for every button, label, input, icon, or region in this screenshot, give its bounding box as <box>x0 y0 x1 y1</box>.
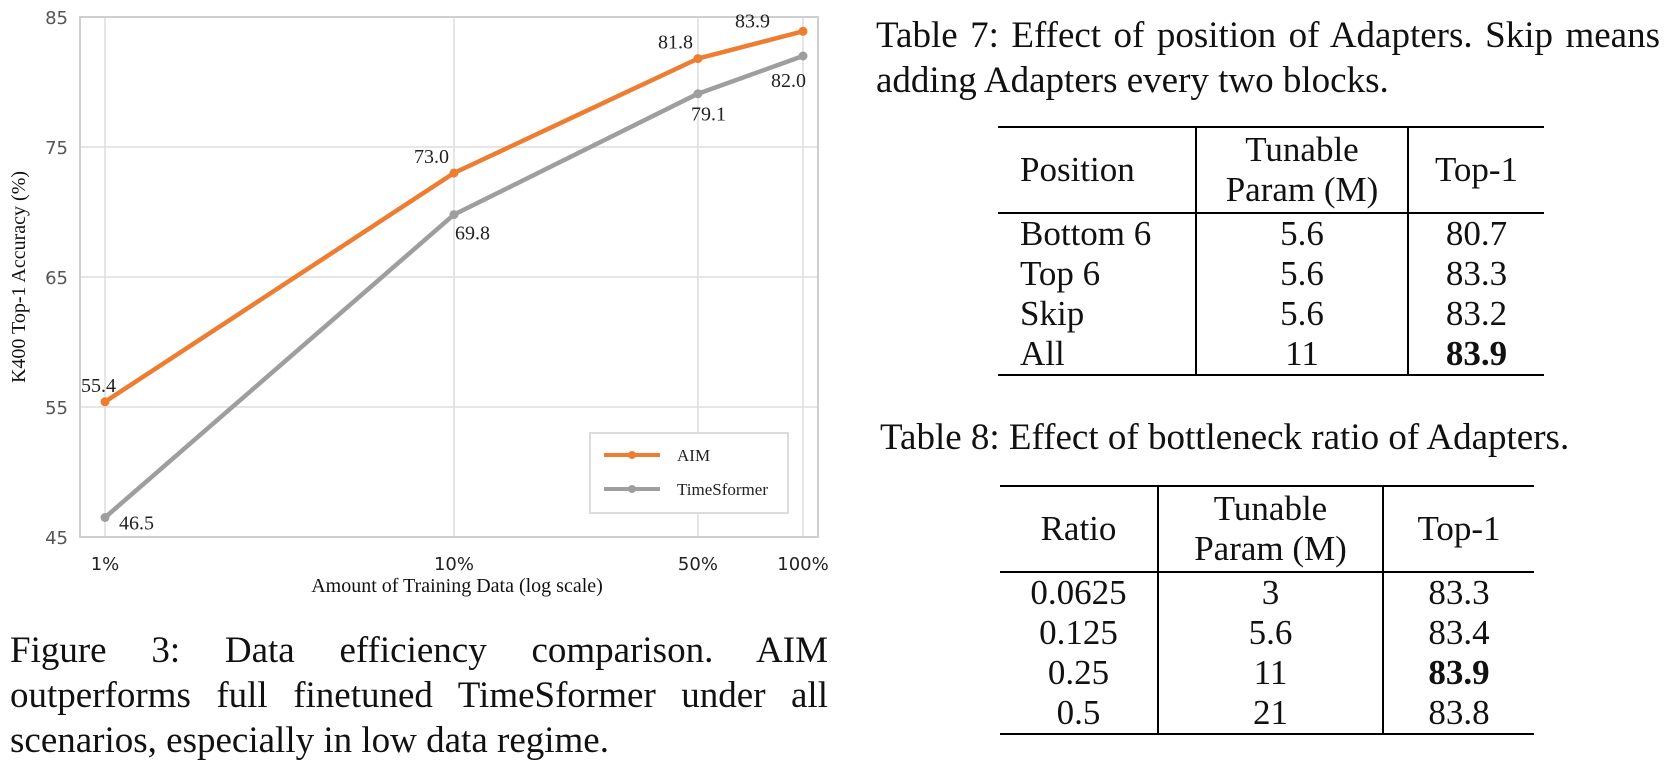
data-label-aim: 73.0 <box>414 146 449 168</box>
table7-header-param-line1: Tunable <box>1245 130 1359 169</box>
table8: Ratio Tunable Param (M) Top-1 0.0625 3 8… <box>1000 485 1534 735</box>
table8-header-ratio: Ratio <box>1000 486 1158 573</box>
table8-header-param-line2: Param (M) <box>1194 529 1347 568</box>
table-row: Bottom 6 5.6 80.7 <box>998 213 1544 254</box>
table7-param: 11 <box>1195 334 1408 376</box>
y-tick-label: 55 <box>45 398 68 419</box>
table7-position: Top 6 <box>1020 254 1101 293</box>
table7-header-param-line2: Param (M) <box>1225 170 1379 209</box>
table7-position: All <box>998 334 1196 376</box>
data-label-timesformer: 79.1 <box>691 104 726 126</box>
data-point-aim <box>798 26 808 36</box>
table-row: All 11 83.9 <box>998 334 1544 376</box>
data-point-aim <box>100 397 110 407</box>
data-point-timesformer <box>693 89 703 99</box>
table8-ratio: 0.25 <box>1047 653 1110 692</box>
x-tick-label: 1% <box>91 554 120 575</box>
data-label-aim: 83.9 <box>735 10 770 32</box>
data-point-timesformer <box>100 513 110 522</box>
table-row: Skip 5.6 83.2 <box>998 294 1544 334</box>
x-axis-label: Amount of Training Data (log scale) <box>311 575 603 597</box>
table-row: 0.0625 3 83.3 <box>1000 572 1534 613</box>
table8-top1-best: 83.9 <box>1382 653 1534 693</box>
table7-top1: 83.3 <box>1407 254 1544 294</box>
table8-param: 3 <box>1157 572 1383 613</box>
series-line-timesformer <box>102 53 806 520</box>
y-tick-label: 75 <box>45 138 68 159</box>
table-row: 0.125 5.6 83.4 <box>1000 613 1534 653</box>
data-efficiency-chart: 45 55 65 75 85 1% 10% 50% 100% 55.4 73.0 81.8 83.9… <box>8 8 829 597</box>
data-point-timesformer <box>449 210 459 220</box>
table7-param: 5.6 <box>1195 254 1408 294</box>
legend-label-timesformer: TimeSformer <box>677 480 768 499</box>
table7-header-row: Position Tunable Param (M) Top-1 <box>998 127 1544 214</box>
chart-series: 55.4 73.0 81.8 83.9 46.5 69.8 79.1 82.0 <box>81 10 808 535</box>
table8-caption: Table 8: Effect of bottleneck ratio of A… <box>880 417 1570 458</box>
table7: Position Tunable Param (M) Top-1 Bottom … <box>998 126 1544 376</box>
table8-header-param: Tunable Param (M) <box>1157 486 1383 573</box>
x-tick-label: 50% <box>678 554 718 575</box>
y-axis-label: K400 Top-1 Accuracy (%) <box>8 171 30 383</box>
table7-position: Skip <box>1020 294 1085 333</box>
y-tick-label: 65 <box>45 268 68 289</box>
legend-label-aim: AIM <box>677 446 710 465</box>
data-label-aim: 81.8 <box>658 32 693 54</box>
figure-caption: Figure 3: Data efficiency comparison. AI… <box>10 630 828 761</box>
table7-header-position: Position <box>998 127 1196 214</box>
y-axis-ticks: 45 55 65 75 85 <box>45 8 68 549</box>
table7-param: 5.6 <box>1195 294 1408 334</box>
table7-top1-best: 83.9 <box>1407 334 1544 376</box>
table7-caption: Table 7: Effect of position of Adapters.… <box>876 15 1660 101</box>
data-label-timesformer: 69.8 <box>455 223 490 245</box>
table8-top1: 83.8 <box>1382 693 1534 735</box>
table8-header-param-line1: Tunable <box>1213 489 1328 528</box>
table8-top1: 83.4 <box>1382 613 1534 653</box>
table8-param: 11 <box>1157 653 1383 693</box>
table7-header-param: Tunable Param (M) <box>1195 127 1408 214</box>
table-row: 0.25 11 83.9 <box>1000 653 1534 693</box>
table8-header-row: Ratio Tunable Param (M) Top-1 <box>1000 486 1534 573</box>
legend-marker-aim <box>628 451 636 459</box>
chart-legend: AIM TimeSformer <box>589 432 789 514</box>
table8-ratio: 0.5 <box>1000 693 1158 735</box>
table8-param: 5.6 <box>1157 613 1383 653</box>
table7-position: Bottom 6 <box>1020 214 1152 253</box>
table8-ratio: 0.125 <box>1039 613 1118 652</box>
series-line-aim <box>102 29 806 405</box>
data-label-timesformer: 82.0 <box>771 70 806 92</box>
data-label-timesformer: 46.5 <box>119 513 154 535</box>
data-point-aim <box>693 54 703 64</box>
x-tick-label: 100% <box>777 554 828 575</box>
x-tick-label: 10% <box>434 554 474 575</box>
data-label-aim: 55.4 <box>81 375 116 397</box>
table8-top1: 83.3 <box>1382 572 1534 613</box>
data-point-aim <box>449 168 459 178</box>
y-tick-label: 45 <box>45 528 68 549</box>
data-point-timesformer <box>798 51 808 61</box>
table8-header-top1: Top-1 <box>1382 486 1534 573</box>
legend-box <box>589 432 789 514</box>
plot-frame <box>79 16 819 538</box>
table8-param: 21 <box>1157 693 1383 735</box>
table7-header-top1: Top-1 <box>1407 127 1544 214</box>
table7-top1: 83.2 <box>1407 294 1544 334</box>
legend-marker-timesformer <box>628 485 636 493</box>
x-axis-ticks: 1% 10% 50% 100% <box>91 554 829 575</box>
table8-ratio: 0.0625 <box>1030 573 1127 612</box>
y-tick-label: 85 <box>45 8 68 29</box>
table7-param: 5.6 <box>1195 213 1408 254</box>
table-row: Top 6 5.6 83.3 <box>998 254 1544 294</box>
table7-top1: 80.7 <box>1407 213 1544 254</box>
table-row: 0.5 21 83.8 <box>1000 693 1534 735</box>
